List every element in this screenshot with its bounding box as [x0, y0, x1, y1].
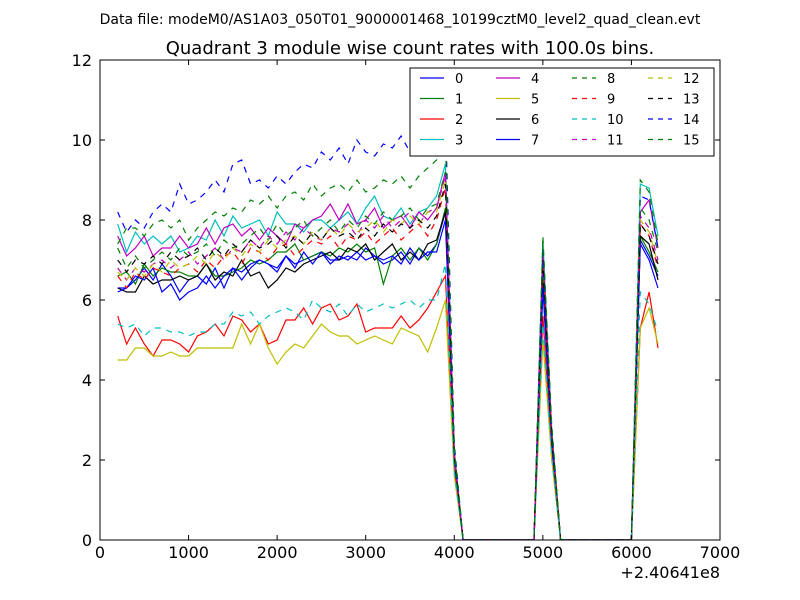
legend-label-4: 4: [531, 72, 539, 87]
x-tick-label: 0: [95, 543, 105, 562]
series-line-7: [117, 219, 659, 540]
legend-label-3: 3: [455, 134, 463, 149]
legend-label-5: 5: [531, 93, 539, 108]
legend-label-15: 15: [683, 134, 700, 149]
legend-label-11: 11: [607, 134, 624, 149]
y-tick-label: 4: [82, 371, 92, 390]
legend-label-8: 8: [607, 72, 615, 87]
series-line-9: [117, 187, 659, 540]
legend-label-7: 7: [531, 134, 539, 149]
legend-label-12: 12: [683, 72, 700, 87]
suptitle: Data file: modeM0/AS1A03_050T01_90000014…: [100, 12, 701, 28]
legend-box: [409, 67, 715, 157]
legend-label-1: 1: [455, 93, 463, 108]
y-tick-label: 10: [72, 131, 92, 150]
legend-label-13: 13: [683, 93, 700, 108]
series-line-0: [117, 211, 659, 540]
y-tick-label: 0: [82, 531, 92, 550]
series-line-3: [117, 163, 659, 540]
series-line-5: [117, 299, 659, 540]
x-tick-label: 5000: [522, 543, 563, 562]
plot-area: [117, 114, 659, 540]
series-line-6: [117, 211, 659, 540]
legend-label-10: 10: [607, 113, 624, 128]
legend-label-0: 0: [455, 72, 463, 87]
x-tick-label: 1000: [168, 543, 209, 562]
x-tick-label: 6000: [611, 543, 652, 562]
x-offset-label: +2.40641e8: [620, 563, 720, 582]
y-tick-label: 12: [72, 51, 92, 70]
legend-label-2: 2: [455, 113, 463, 128]
legend-label-14: 14: [683, 113, 700, 128]
series-line-11: [117, 175, 659, 540]
series-line-2: [117, 273, 659, 540]
x-tick-label: 3000: [345, 543, 386, 562]
series-line-4: [117, 171, 659, 540]
y-tick-label: 2: [82, 451, 92, 470]
legend-label-9: 9: [607, 93, 615, 108]
legend-label-6: 6: [531, 113, 539, 128]
x-tick-label: 7000: [700, 543, 741, 562]
y-tick-label: 8: [82, 211, 92, 230]
y-tick-label: 6: [82, 291, 92, 310]
chart-title: Quadrant 3 module wise count rates with …: [166, 38, 655, 59]
x-tick-label: 2000: [257, 543, 298, 562]
x-tick-label: 4000: [434, 543, 475, 562]
